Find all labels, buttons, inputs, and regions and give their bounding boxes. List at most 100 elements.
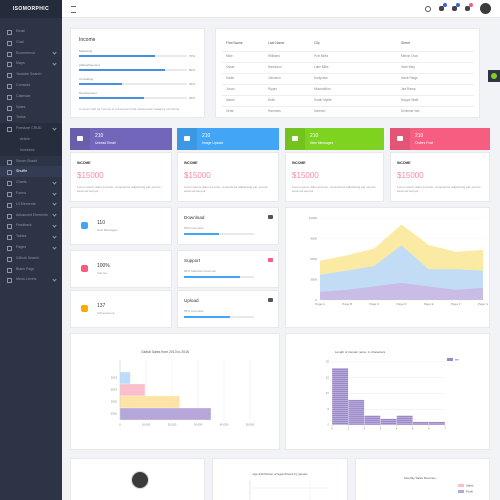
menu-toggle[interactable] [71,6,76,13]
widget-icon [81,305,88,312]
sticker-widget: 110 New Messages [70,207,172,245]
sales-title: INCOME [184,161,198,165]
menu-icon [7,105,12,111]
menu-arrow [52,223,57,228]
notification-icon[interactable] [439,6,444,11]
menu-item[interactable]: Firestore CRUD [0,123,62,134]
progress-fill [79,55,155,57]
widget-icon [268,258,273,262]
menu-item[interactable]: Charts [0,177,62,188]
stat-card[interactable]: 210 Image Upload [177,128,279,150]
menu-label: Github Search [16,255,39,260]
menu-item[interactable]: Advanced Elements [0,210,62,221]
menu-label: Ecommerce [16,50,36,55]
badge [469,3,473,7]
row-divider [222,73,474,74]
settings-icon [491,73,497,79]
topbar [62,0,500,18]
avatar[interactable] [480,3,491,14]
widget-value: 100% [97,263,110,269]
table-cell: Schinner Isle [401,109,420,113]
menu-icon [7,202,12,208]
menu-item[interactable]: Maps [0,58,62,69]
menu-item[interactable]: Ecommerce [0,48,62,59]
stat-value: 210 [310,133,319,139]
widget-label: 50% Complete [184,226,204,230]
menu-icon [7,213,12,219]
message-icon[interactable] [452,6,457,11]
table-cell: Irwin Way [401,65,415,69]
progress-fill [79,97,144,99]
stat-card[interactable]: 210 New Messages [285,128,384,150]
menu-arrow [52,180,57,185]
widget-label: 80% Satisfied Customer [184,269,217,273]
menu-item[interactable]: Article [0,134,62,145]
progress-widget: Download 50% Complete [177,207,279,245]
table-cell: Kirlin [268,98,276,102]
menu-item[interactable]: Github Search [0,253,62,264]
stat-value: 210 [202,133,211,139]
menu-item[interactable]: Todos [0,112,62,123]
menu-icon [7,94,12,100]
badge [456,3,460,7]
menu-icon [7,278,12,284]
widget-label: Volume [97,271,108,275]
brand[interactable]: ISOMORPHIC [0,0,62,18]
menu-icon [7,116,12,122]
progress-track [184,276,254,278]
card-footer: A report card for income is a document t… [79,107,180,111]
menu-item[interactable]: Notes [0,102,62,113]
menu-item[interactable]: UI Elements [0,199,62,210]
row-divider [222,62,474,63]
menu-arrow [52,50,57,55]
menu-label: Chat [16,39,24,44]
menu-item[interactable]: Shuffle [0,166,62,178]
table-cell: Sadie [226,76,235,80]
menu-item[interactable]: Chat [0,37,62,48]
table-cell: Port Miles [314,54,329,58]
progress-fill [184,233,219,235]
stat-card[interactable]: 210 Unread Email [70,128,172,150]
settings-toggle[interactable] [488,70,500,82]
row-divider [222,106,474,107]
table-cell: Hammes [268,109,281,113]
menu-item[interactable]: Investors [0,145,62,156]
card-title: Income [79,37,96,43]
menu-icon [7,192,12,197]
menu-item[interactable]: Calendar [0,91,62,102]
sales-amount: $15000 [397,171,424,180]
menu-item[interactable]: Feedback [0,220,62,231]
menu-label: Advanced Elements [16,212,48,217]
stat-card[interactable]: 210 Orders Post [390,128,490,150]
menu-icon [7,267,12,273]
search-icon[interactable] [425,6,431,12]
sales-amount: $15000 [77,171,104,180]
table-header: Last Name [268,41,285,45]
table-cell: Johnston [268,76,281,80]
table-cell: Hoppe Walk [401,98,419,102]
menu-group-bg [0,123,62,135]
table-cell: Lake Billie [314,65,329,69]
menu-item[interactable]: Pages [0,242,62,253]
widget-icon [81,222,88,229]
menu-item[interactable]: Menu Levels [0,274,62,285]
progress-track [184,233,254,235]
menu-item[interactable]: Email [0,26,62,37]
menu-item[interactable]: Scrum Board [0,156,62,167]
menu-label: Feedback [16,223,32,228]
menu-item[interactable]: Youtube Search [0,69,62,80]
menu-item[interactable]: Forms [0,188,62,199]
menu-arrow [52,234,57,239]
cart-icon[interactable] [465,6,470,11]
menu-label: Youtube Search [16,72,42,77]
sales-text: Lorem ipsum dolor sit amet, consectetur … [292,185,376,193]
menu-label: Menu Levels [16,277,37,282]
menu-item[interactable]: Tables [0,231,62,242]
menu-item[interactable]: Contacts [0,80,62,91]
menu-item[interactable]: Blank Page [0,264,62,275]
menu-label: Contacts [16,83,31,87]
stat-label: Unread Email [95,141,116,145]
menu-label: Article [20,137,30,141]
menu-label: Email [16,29,25,33]
menu-label: Notes [16,104,26,109]
